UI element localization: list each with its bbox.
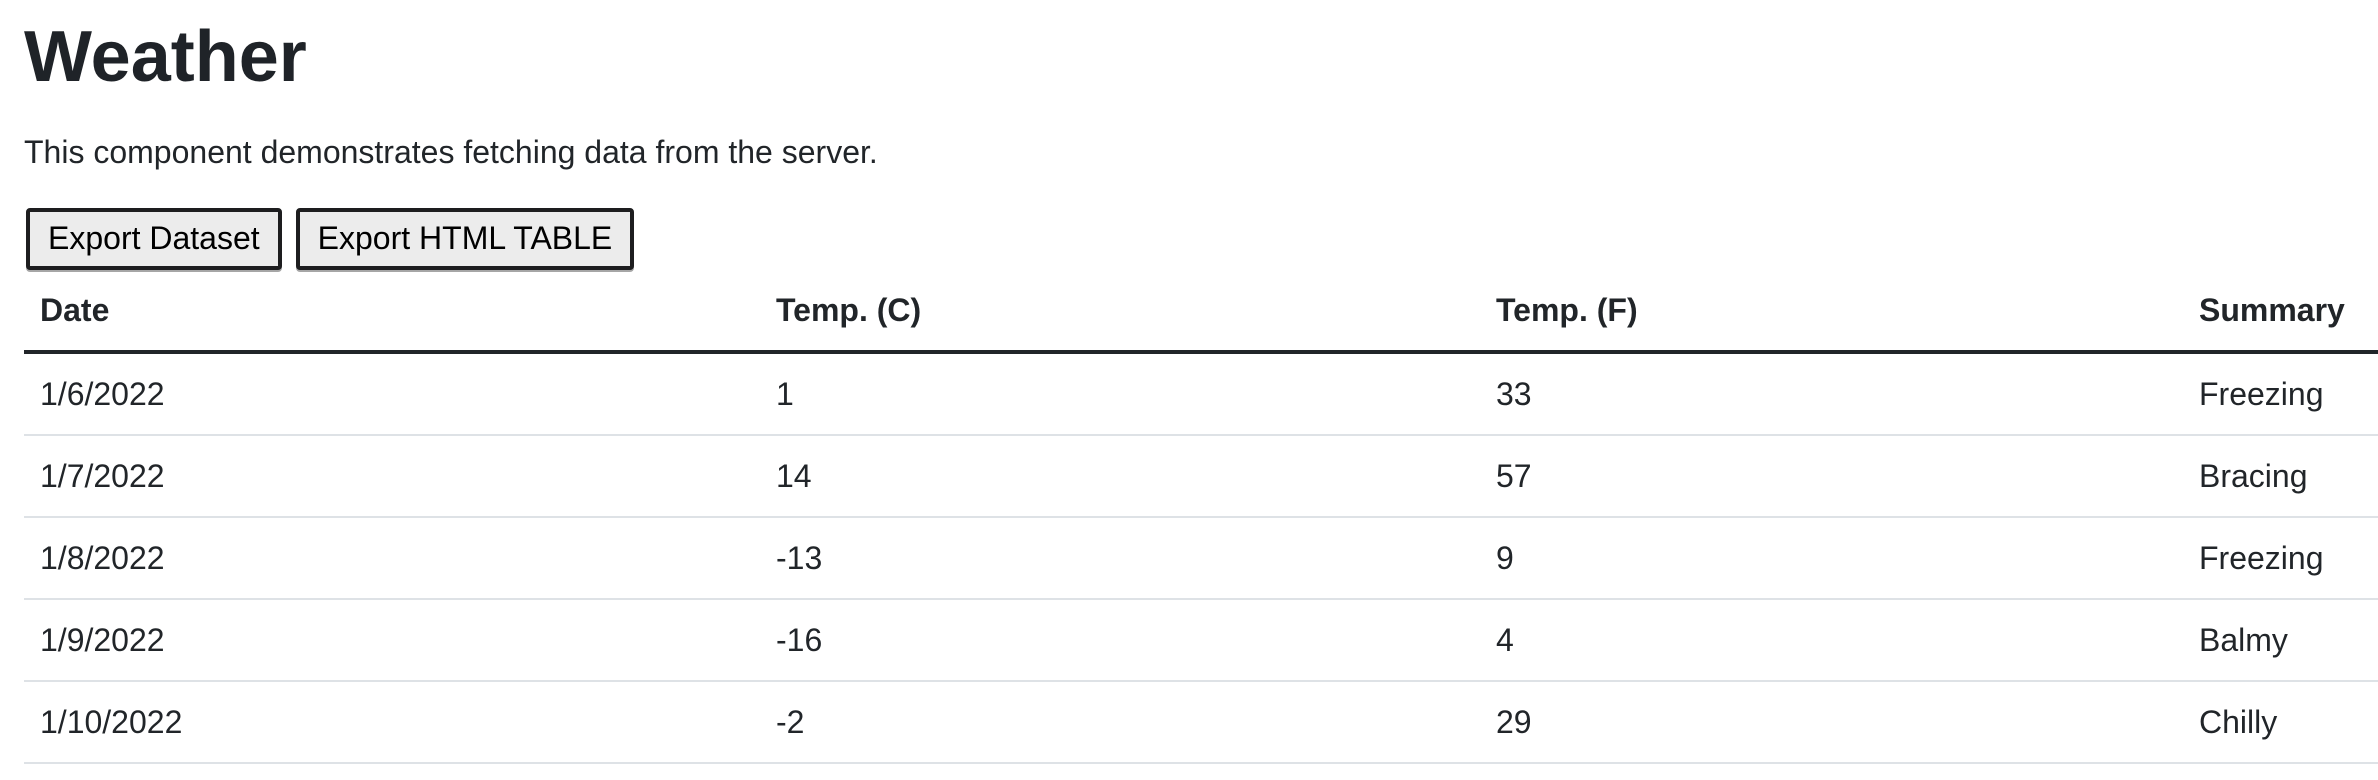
- cell-date: 1/8/2022: [24, 517, 760, 601]
- cell-temp-f: 33: [1480, 352, 2183, 437]
- cell-temp-c: 14: [760, 435, 1480, 519]
- column-header-temp-c: Temp. (C): [760, 270, 1480, 355]
- cell-date: 1/9/2022: [24, 599, 760, 683]
- cell-summary: Balmy: [2183, 599, 2378, 683]
- cell-date: 1/6/2022: [24, 352, 760, 437]
- page-subtitle: This component demonstrates fetching dat…: [24, 134, 878, 171]
- weather-table-header: Date Temp. (C) Temp. (F) Summary: [24, 270, 2378, 355]
- cell-summary: Chilly: [2183, 681, 2378, 765]
- column-header-temp-f: Temp. (F): [1480, 270, 2183, 355]
- cell-summary: Freezing: [2183, 517, 2378, 601]
- table-row: 1/8/2022 -13 9 Freezing: [24, 517, 2378, 601]
- cell-temp-f: 4: [1480, 599, 2183, 683]
- weather-table: Date Temp. (C) Temp. (F) Summary 1/6/202…: [24, 270, 2378, 765]
- weather-page: Weather This component demonstrates fetc…: [24, 17, 2378, 765]
- export-html-table-button[interactable]: Export HTML TABLE: [295, 208, 635, 271]
- export-button-row: Export Dataset Export HTML TABLE: [26, 208, 2378, 271]
- cell-summary: Freezing: [2183, 352, 2378, 437]
- cell-temp-f: 57: [1480, 435, 2183, 519]
- table-row: 1/6/2022 1 33 Freezing: [24, 352, 2378, 437]
- table-row: 1/10/2022 -2 29 Chilly: [24, 681, 2378, 765]
- column-header-date: Date: [24, 270, 760, 355]
- cell-date: 1/7/2022: [24, 435, 760, 519]
- column-header-summary: Summary: [2183, 270, 2378, 355]
- header-row: Date Temp. (C) Temp. (F) Summary: [24, 270, 2378, 355]
- cell-temp-c: 1: [760, 352, 1480, 437]
- weather-table-body: 1/6/2022 1 33 Freezing 1/7/2022 14 57 Br…: [24, 352, 2378, 765]
- table-row: 1/9/2022 -16 4 Balmy: [24, 599, 2378, 683]
- cell-temp-c: -2: [760, 681, 1480, 765]
- cell-temp-f: 29: [1480, 681, 2183, 765]
- cell-date: 1/10/2022: [24, 681, 760, 765]
- export-dataset-button[interactable]: Export Dataset: [26, 208, 282, 271]
- table-row: 1/7/2022 14 57 Bracing: [24, 435, 2378, 519]
- cell-temp-c: -16: [760, 599, 1480, 683]
- cell-temp-c: -13: [760, 517, 1480, 601]
- cell-summary: Bracing: [2183, 435, 2378, 519]
- cell-temp-f: 9: [1480, 517, 2183, 601]
- page-title: Weather: [24, 17, 307, 97]
